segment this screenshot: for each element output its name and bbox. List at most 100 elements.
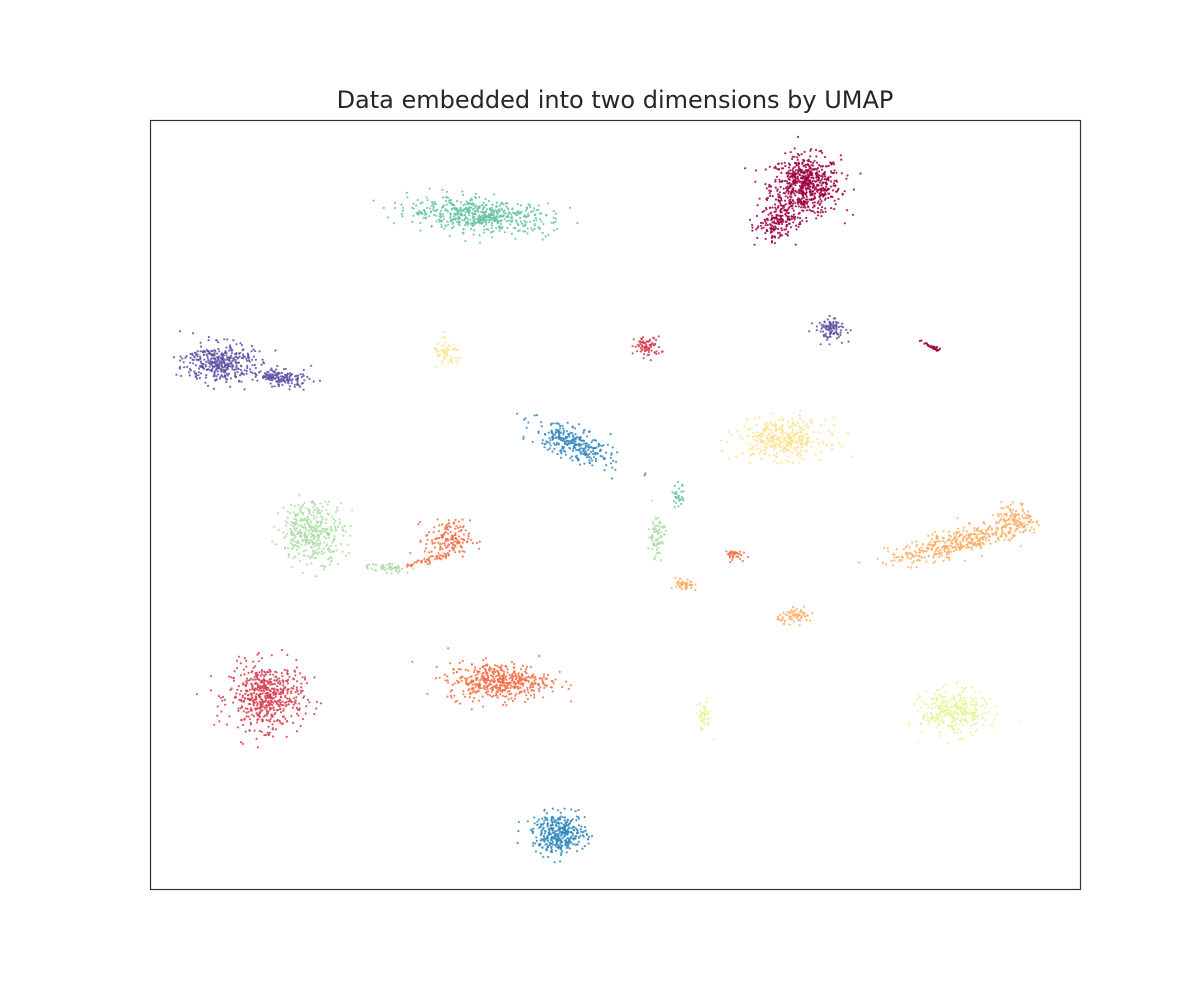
point	[265, 714, 268, 717]
point	[303, 676, 307, 679]
point	[249, 692, 252, 695]
point	[777, 162, 780, 165]
point	[821, 165, 824, 168]
point	[825, 178, 828, 181]
point	[794, 449, 798, 452]
point	[490, 226, 493, 230]
point	[777, 193, 780, 196]
point	[452, 348, 455, 351]
point	[505, 704, 508, 707]
point	[368, 563, 371, 566]
point	[564, 450, 567, 453]
point	[798, 181, 801, 184]
point	[255, 737, 258, 740]
point	[254, 682, 257, 685]
point	[798, 428, 801, 432]
point	[766, 223, 769, 227]
point	[758, 438, 762, 441]
point	[286, 690, 289, 693]
point	[441, 523, 444, 526]
point	[526, 207, 529, 210]
point	[525, 665, 529, 669]
point	[566, 421, 569, 424]
point	[446, 346, 449, 349]
point	[808, 619, 812, 622]
point	[606, 443, 610, 446]
point	[289, 542, 293, 545]
point	[540, 220, 543, 223]
point	[495, 692, 498, 695]
point	[735, 555, 738, 558]
point	[302, 550, 305, 553]
point	[246, 707, 249, 711]
point	[320, 532, 323, 535]
series-2	[394, 518, 750, 711]
point	[454, 536, 457, 540]
point	[893, 556, 896, 559]
point	[417, 523, 420, 526]
point	[731, 551, 734, 554]
point	[942, 711, 945, 714]
point	[242, 723, 245, 727]
point	[426, 563, 429, 566]
point	[522, 435, 525, 438]
point	[236, 688, 239, 691]
point	[310, 562, 313, 565]
point	[952, 550, 956, 553]
point	[794, 432, 797, 435]
point	[511, 207, 514, 210]
point	[437, 552, 440, 555]
point	[470, 538, 473, 542]
point	[279, 695, 283, 698]
point	[676, 583, 679, 586]
point	[422, 217, 425, 220]
point	[482, 658, 485, 662]
point	[245, 711, 248, 714]
point	[303, 695, 306, 698]
point	[959, 708, 962, 711]
point	[587, 446, 591, 449]
point	[639, 346, 642, 350]
point	[770, 412, 773, 415]
point	[594, 457, 598, 461]
point	[416, 559, 419, 562]
point	[318, 544, 321, 547]
point	[799, 434, 803, 437]
point	[477, 547, 481, 550]
point	[788, 199, 791, 202]
point	[948, 547, 951, 551]
point	[537, 204, 540, 207]
point	[804, 444, 808, 447]
point	[1024, 528, 1027, 531]
point	[282, 689, 285, 692]
point	[512, 680, 515, 683]
point	[483, 684, 486, 688]
point	[548, 437, 551, 440]
point	[904, 546, 908, 549]
point	[774, 180, 777, 183]
point	[420, 211, 423, 214]
point	[541, 231, 544, 235]
point	[478, 699, 481, 702]
point	[260, 657, 263, 660]
point	[706, 712, 709, 716]
point	[645, 343, 648, 346]
point	[462, 690, 465, 693]
point	[491, 221, 494, 224]
point	[433, 200, 436, 204]
point	[937, 550, 940, 553]
point	[833, 169, 836, 172]
point	[950, 550, 953, 553]
point	[323, 535, 326, 539]
point	[255, 712, 258, 715]
point	[802, 437, 805, 440]
point	[943, 550, 947, 553]
point	[498, 229, 501, 232]
point	[803, 178, 806, 181]
point	[506, 207, 509, 210]
point	[505, 675, 508, 678]
point	[1012, 520, 1015, 523]
point	[309, 531, 312, 534]
point	[589, 457, 592, 460]
point	[275, 671, 278, 674]
